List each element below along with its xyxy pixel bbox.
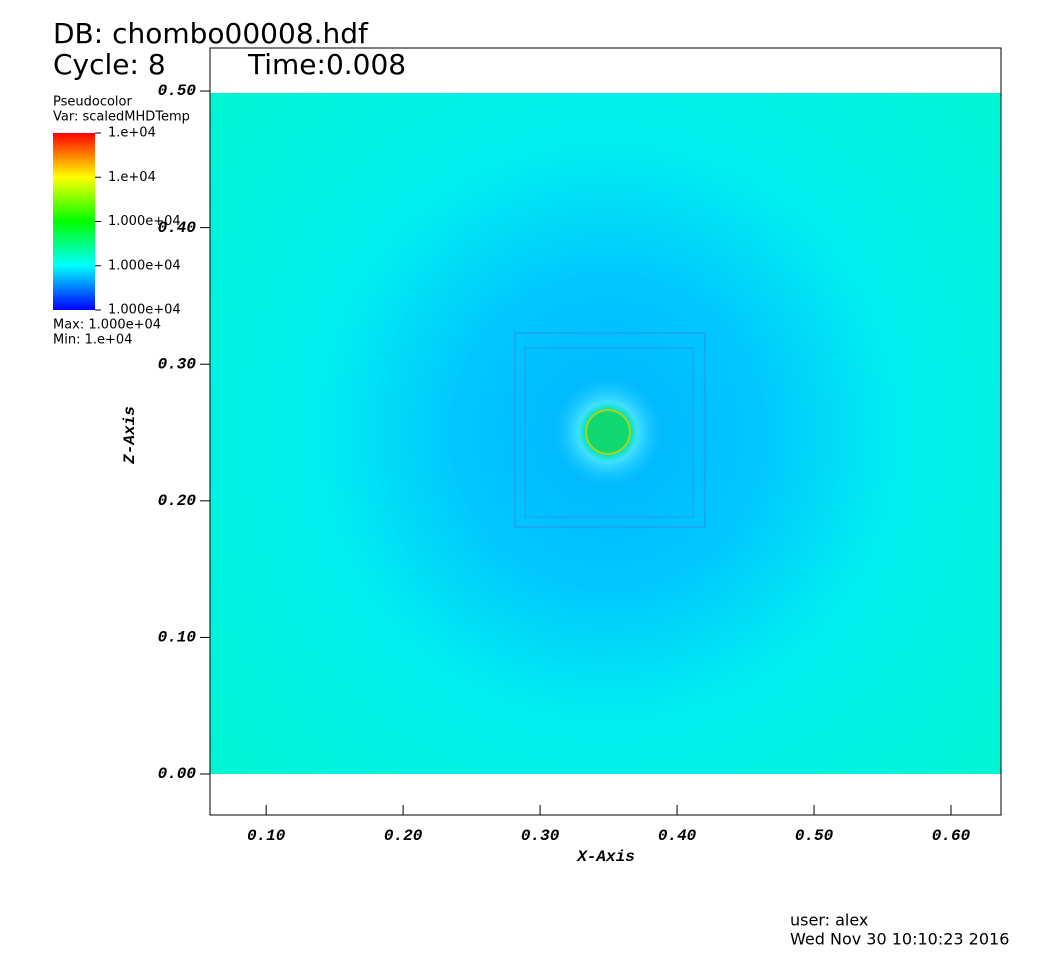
max-text: Max: 1.000e+04: [53, 318, 161, 333]
colorbar: [53, 133, 95, 310]
y-tick-label: 0.30: [158, 355, 197, 373]
field: [210, 93, 1001, 774]
user: user: alex: [790, 911, 868, 930]
min-text: Min: 1.e+04: [53, 333, 132, 348]
colorbar-label: 1.e+04: [108, 126, 156, 141]
block-outline: [514, 332, 706, 528]
plot-frame: [209, 47, 1002, 816]
time: Time:0.008: [247, 48, 406, 81]
y-tick-label: 0.50: [158, 82, 197, 100]
plot-name: Pseudocolor: [53, 95, 132, 110]
x-tick-label: 0.50: [795, 827, 834, 845]
x-tick-label: 0.30: [521, 827, 560, 845]
y-axis-label: Z-Axis: [121, 406, 139, 465]
y-tick-label: 0.40: [158, 219, 197, 237]
db-title: DB: chombo00008.hdf: [53, 17, 369, 50]
colorbar-label: 1.000e+04: [108, 258, 181, 273]
variable: Var: scaledMHDTemp: [53, 110, 190, 125]
y-tick-label: 0.20: [158, 492, 197, 510]
colorbar-label: 1.e+04: [108, 170, 156, 185]
x-tick-label: 0.40: [658, 827, 697, 845]
x-tick-label: 0.20: [384, 827, 423, 845]
y-tick-label: 0.10: [158, 629, 197, 647]
colorbar-label: 1.000e+04: [108, 303, 181, 318]
y-tick-label: 0.00: [158, 765, 197, 783]
x-tick-label: 0.10: [247, 827, 286, 845]
colorbar-label: 1.000e+04: [108, 214, 181, 229]
x-tick-label: 0.60: [932, 827, 971, 845]
x-axis-label: X-Axis: [576, 848, 635, 866]
date: Wed Nov 30 10:10:23 2016: [790, 930, 1009, 949]
core: [585, 409, 631, 455]
cycle: Cycle: 8: [53, 48, 166, 81]
block-outline-inner: [524, 347, 694, 518]
